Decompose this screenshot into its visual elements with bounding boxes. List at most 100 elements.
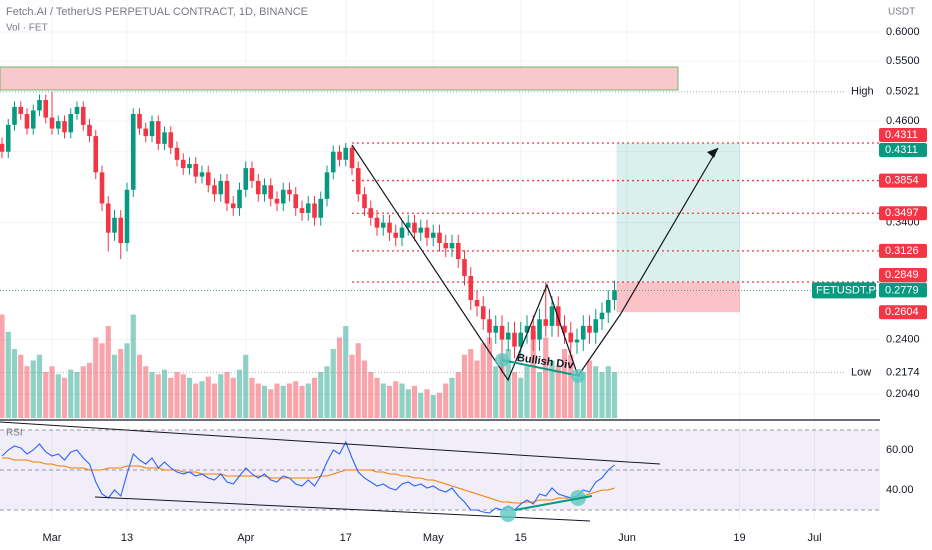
candle-body — [43, 99, 49, 118]
volume-bar — [549, 360, 555, 418]
volume-bar — [405, 389, 411, 418]
low-value: 0.2174 — [886, 367, 920, 379]
axis-layer: 0.60000.55000.46000.42000.34000.24000.20… — [43, 26, 927, 544]
x-tick-label: Jul — [807, 532, 821, 544]
pattern-line — [351, 144, 719, 382]
volume-bar — [536, 372, 543, 418]
candle-body — [218, 180, 224, 195]
candle-body — [437, 232, 442, 244]
price-tag-text: 0.2604 — [885, 306, 919, 318]
volume-bar — [611, 372, 618, 418]
volume-bar — [436, 392, 443, 418]
x-tick-label: May — [423, 532, 444, 544]
volume-bar — [330, 349, 336, 418]
candle-body — [30, 110, 36, 129]
candle-body — [430, 232, 436, 238]
candle-body — [349, 147, 355, 169]
candle-body — [268, 185, 274, 199]
volume-bar — [124, 343, 130, 418]
volume-bar — [293, 381, 299, 418]
volume-bar — [411, 385, 418, 418]
candle-body — [193, 163, 199, 177]
volume-bar — [374, 377, 380, 418]
candle-body — [305, 203, 311, 213]
divergence-point — [571, 369, 585, 383]
candle-body — [612, 290, 617, 301]
candle-body — [368, 208, 374, 218]
candle-body — [593, 319, 599, 333]
volume-bar — [393, 381, 399, 418]
candle-body — [312, 203, 317, 218]
candle-body — [405, 222, 411, 228]
candle-body — [74, 106, 80, 114]
candle-body — [380, 222, 386, 228]
volume-bar — [324, 366, 330, 418]
candle-body — [93, 136, 99, 173]
volume-bar — [43, 372, 49, 418]
candle-body — [399, 227, 405, 238]
candle-body — [580, 325, 586, 340]
symbol-tag — [812, 282, 876, 299]
volume-bar — [380, 383, 386, 418]
candle-body — [205, 172, 211, 186]
volume-bar — [111, 354, 118, 418]
divergence-point — [495, 353, 509, 367]
rsi-tick-label: 60.00 — [886, 444, 914, 456]
high-value: 0.5021 — [886, 86, 920, 98]
volume-bar — [49, 366, 55, 418]
price-tag — [879, 206, 927, 221]
volume-bar — [561, 349, 568, 418]
volume-bar — [368, 372, 374, 418]
candle-body — [262, 185, 267, 195]
candle-body — [587, 325, 592, 333]
candle-body — [424, 227, 430, 238]
candle-body — [418, 227, 424, 233]
volume-bar — [268, 389, 274, 418]
x-tick-label: 15 — [515, 532, 527, 544]
x-tick-label: Apr — [237, 532, 254, 544]
price-tag-text: 0.3126 — [885, 245, 919, 257]
rsi-pane — [0, 429, 880, 514]
price-tag-text: 0.4311 — [885, 144, 918, 156]
candle-body — [387, 222, 392, 233]
candle-body — [249, 168, 255, 181]
low-tag — [846, 364, 880, 381]
volume-bar — [230, 377, 236, 418]
price-tag — [879, 305, 927, 320]
volume-bar — [130, 314, 136, 418]
symbol-title: Fetch.AI / TetherUS PERPETUAL CONTRACT, … — [6, 6, 308, 18]
candle-body — [574, 339, 580, 343]
y-tick-label: 0.4600 — [886, 115, 920, 127]
candle-body — [49, 117, 55, 129]
candle-body — [537, 319, 542, 340]
candle-body — [412, 222, 417, 233]
volume-bar — [218, 374, 224, 418]
divergence-line — [501, 359, 581, 377]
candle-body — [255, 180, 261, 195]
candle-body — [112, 217, 117, 233]
volume-bar — [149, 372, 155, 418]
candle-body — [480, 306, 486, 320]
candle-body — [330, 151, 336, 173]
volume-bar — [243, 354, 249, 418]
volume-bar — [24, 366, 30, 418]
volume-bar — [143, 366, 149, 418]
volume-bar — [580, 372, 586, 418]
volume-bar — [211, 383, 218, 418]
candle-body — [274, 198, 280, 204]
candle-body — [243, 168, 249, 190]
candle-body — [224, 180, 230, 204]
stop-zone — [616, 282, 740, 313]
candle-body — [137, 113, 142, 129]
rsi-point — [500, 506, 516, 522]
volume-bar — [93, 337, 99, 418]
x-tick-label: 17 — [340, 532, 352, 544]
candle-body — [493, 325, 499, 333]
volume-bar — [105, 326, 111, 418]
candle-body — [543, 319, 549, 326]
candle-body — [199, 172, 205, 177]
volume-bar — [199, 381, 205, 418]
price-tag — [879, 127, 927, 142]
price-tag — [879, 173, 927, 188]
candle-body — [118, 217, 124, 244]
